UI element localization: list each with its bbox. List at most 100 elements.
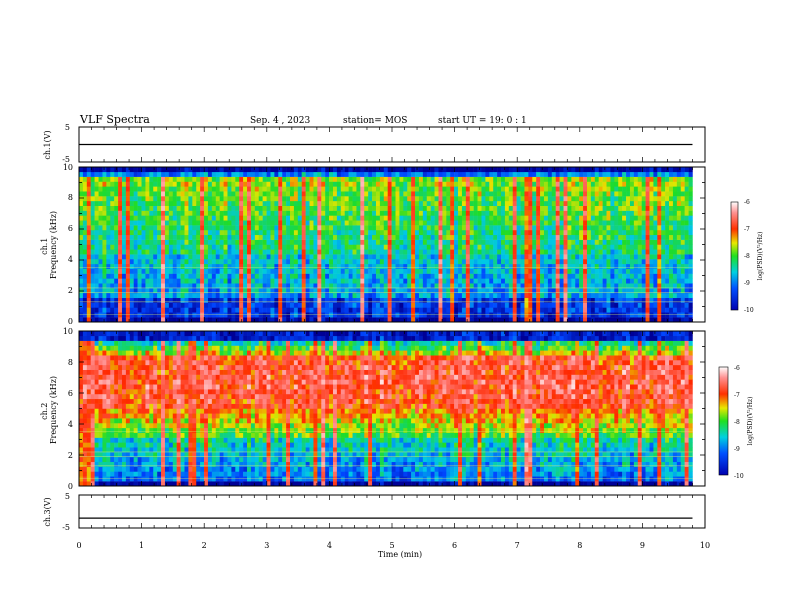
ch1-voltage-ytick-top: 5 (65, 123, 70, 132)
spectrogram-column (102, 331, 107, 487)
spectrogram-column (82, 167, 88, 323)
spectrogram-column (227, 167, 232, 323)
spectrogram-column (90, 167, 95, 323)
spectrogram-column (286, 331, 291, 487)
spectrogram-column (110, 167, 115, 323)
spectrogram-column (290, 167, 295, 323)
header-station: station= MOS (343, 116, 407, 126)
spectrogram-column (520, 167, 525, 323)
xtick-label-7: 7 (515, 541, 520, 550)
spectrogram-column (102, 167, 107, 323)
ch1-spectrogram-ticks (79, 166, 705, 323)
spectrogram-column (485, 167, 490, 323)
spectrogram-column (309, 331, 314, 487)
spectrogram-column (442, 331, 447, 487)
spectrogram-column (551, 331, 556, 487)
spectrogram-column (602, 167, 607, 323)
spectrogram-column (501, 167, 506, 323)
ch3-voltage-ytick-bottom: -5 (62, 523, 70, 532)
spectrogram-column (215, 331, 220, 487)
spectrogram-column (512, 331, 517, 487)
spectrogram-column (540, 331, 545, 487)
spectrogram-column (118, 331, 123, 487)
spectrogram-column (415, 167, 420, 323)
spectrogram-column (438, 167, 443, 323)
spectrogram-column (137, 331, 142, 487)
spectrogram-column (141, 331, 146, 487)
spectrogram-column (262, 331, 267, 487)
spectrogram-column (137, 167, 142, 323)
spectrogram-column (493, 167, 498, 323)
spectrogram-column (325, 167, 330, 323)
spectrogram-column (633, 331, 639, 487)
spectrogram-column (301, 167, 306, 323)
spectrogram-column (387, 167, 392, 323)
spectrogram-column (176, 331, 181, 487)
spectrogram-column (497, 331, 502, 487)
spectrogram-column (211, 331, 217, 487)
spectrogram-column (247, 331, 252, 487)
spectrogram-column (164, 331, 170, 487)
ch1-colorbar-tick-m7: -7 (744, 226, 750, 233)
ch2-colorbar-tick-m9: -9 (734, 446, 740, 453)
spectrogram-column (458, 167, 463, 323)
spectrogram-column (125, 331, 131, 487)
spectrogram-column (543, 167, 549, 323)
spectrogram-column (278, 331, 283, 487)
spectrogram-column (645, 331, 650, 487)
spectrogram-column (219, 167, 224, 323)
spectrogram-column (168, 167, 174, 323)
spectrogram-column (520, 331, 525, 487)
spectrogram-column (383, 331, 388, 487)
spectrogram-column (309, 167, 314, 323)
spectrogram-column (375, 167, 381, 323)
spectrogram-column (672, 331, 678, 487)
spectrogram-column (411, 167, 416, 323)
spectrogram-column (348, 331, 353, 487)
spectrogram-column (114, 331, 119, 487)
ch1-voltage-panel: 5 -5 ch.1(V) (43, 123, 706, 164)
spectrogram-column (434, 167, 439, 323)
spectrogram-column (430, 331, 435, 487)
spectrogram-column (211, 167, 217, 323)
spectrogram-column (614, 167, 619, 323)
spectrogram-column (422, 167, 428, 323)
spectrogram-column (114, 167, 119, 323)
spectrogram-column (551, 167, 556, 323)
spectrogram-column (149, 331, 154, 487)
spectrogram-column (344, 331, 349, 487)
spectrogram-column (672, 167, 678, 323)
spectrogram-column (688, 167, 693, 323)
spectrogram-column (250, 331, 256, 487)
spectrogram-column (430, 167, 435, 323)
spectrogram-column (610, 331, 615, 487)
spectrogram-column (121, 167, 127, 323)
ch1-ylabel-line1: ch.1 (40, 238, 49, 255)
xtick-label-10: 10 (700, 541, 710, 550)
spectrogram-column (121, 331, 127, 487)
spectrogram-column (586, 331, 592, 487)
spectrogram-column (450, 167, 455, 323)
spectrogram-column (149, 167, 154, 323)
spectrogram-column (161, 167, 166, 323)
spectrogram-column (305, 331, 310, 487)
spectrogram-column (563, 331, 568, 487)
spectrogram-column (290, 331, 295, 487)
spectrogram-column (469, 331, 474, 487)
spectrogram-column (329, 167, 334, 323)
spectrogram-column (411, 331, 416, 487)
spectrogram-column (82, 331, 88, 487)
ch1-ytick-6: 6 (68, 224, 73, 233)
spectrogram-column (184, 331, 189, 487)
spectrogram-column (536, 167, 541, 323)
spectrogram-column (606, 167, 611, 323)
spectrogram-column (336, 331, 342, 487)
spectrogram-column (172, 167, 177, 323)
spectrogram-column (598, 331, 603, 487)
spectrogram-column (653, 331, 658, 487)
spectrogram-column (512, 167, 517, 323)
spectrogram-column (227, 331, 232, 487)
spectrogram-column (661, 331, 666, 487)
ch2-ytick-6: 6 (68, 389, 73, 398)
xtick-label-8: 8 (577, 541, 582, 550)
